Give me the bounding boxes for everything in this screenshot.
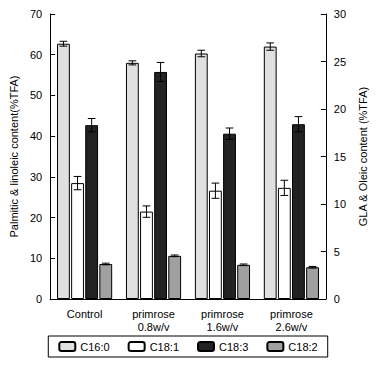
svg-text:2.6w/v: 2.6w/v <box>276 321 308 333</box>
svg-text:10: 10 <box>30 252 42 264</box>
svg-text:10: 10 <box>334 198 346 210</box>
svg-text:C18:3: C18:3 <box>219 341 248 353</box>
svg-text:20: 20 <box>30 212 42 224</box>
svg-text:Control: Control <box>67 308 102 320</box>
svg-text:30: 30 <box>30 171 42 183</box>
svg-text:C18:2: C18:2 <box>288 341 317 353</box>
svg-text:GLA & Oleic content (%TFA): GLA & Oleic content (%TFA) <box>357 87 369 226</box>
svg-text:30: 30 <box>334 8 346 20</box>
svg-text:primrose: primrose <box>132 308 175 320</box>
svg-text:70: 70 <box>30 8 42 20</box>
svg-text:C16:0: C16:0 <box>80 341 109 353</box>
svg-text:0.8w/v: 0.8w/v <box>138 321 170 333</box>
svg-text:40: 40 <box>30 130 42 142</box>
svg-text:0: 0 <box>334 293 340 305</box>
svg-text:1.6w/v: 1.6w/v <box>207 321 239 333</box>
svg-text:5: 5 <box>334 246 340 258</box>
svg-text:primrose: primrose <box>201 308 244 320</box>
svg-text:Palmitic & linoleic content(%T: Palmitic & linoleic content(%TFA) <box>8 76 20 238</box>
svg-text:60: 60 <box>30 49 42 61</box>
svg-text:0: 0 <box>36 293 42 305</box>
svg-text:15: 15 <box>334 151 346 163</box>
svg-text:20: 20 <box>334 103 346 115</box>
svg-text:primrose: primrose <box>270 308 313 320</box>
svg-text:50: 50 <box>30 89 42 101</box>
svg-text:25: 25 <box>334 56 346 68</box>
svg-text:C18:1: C18:1 <box>150 341 179 353</box>
